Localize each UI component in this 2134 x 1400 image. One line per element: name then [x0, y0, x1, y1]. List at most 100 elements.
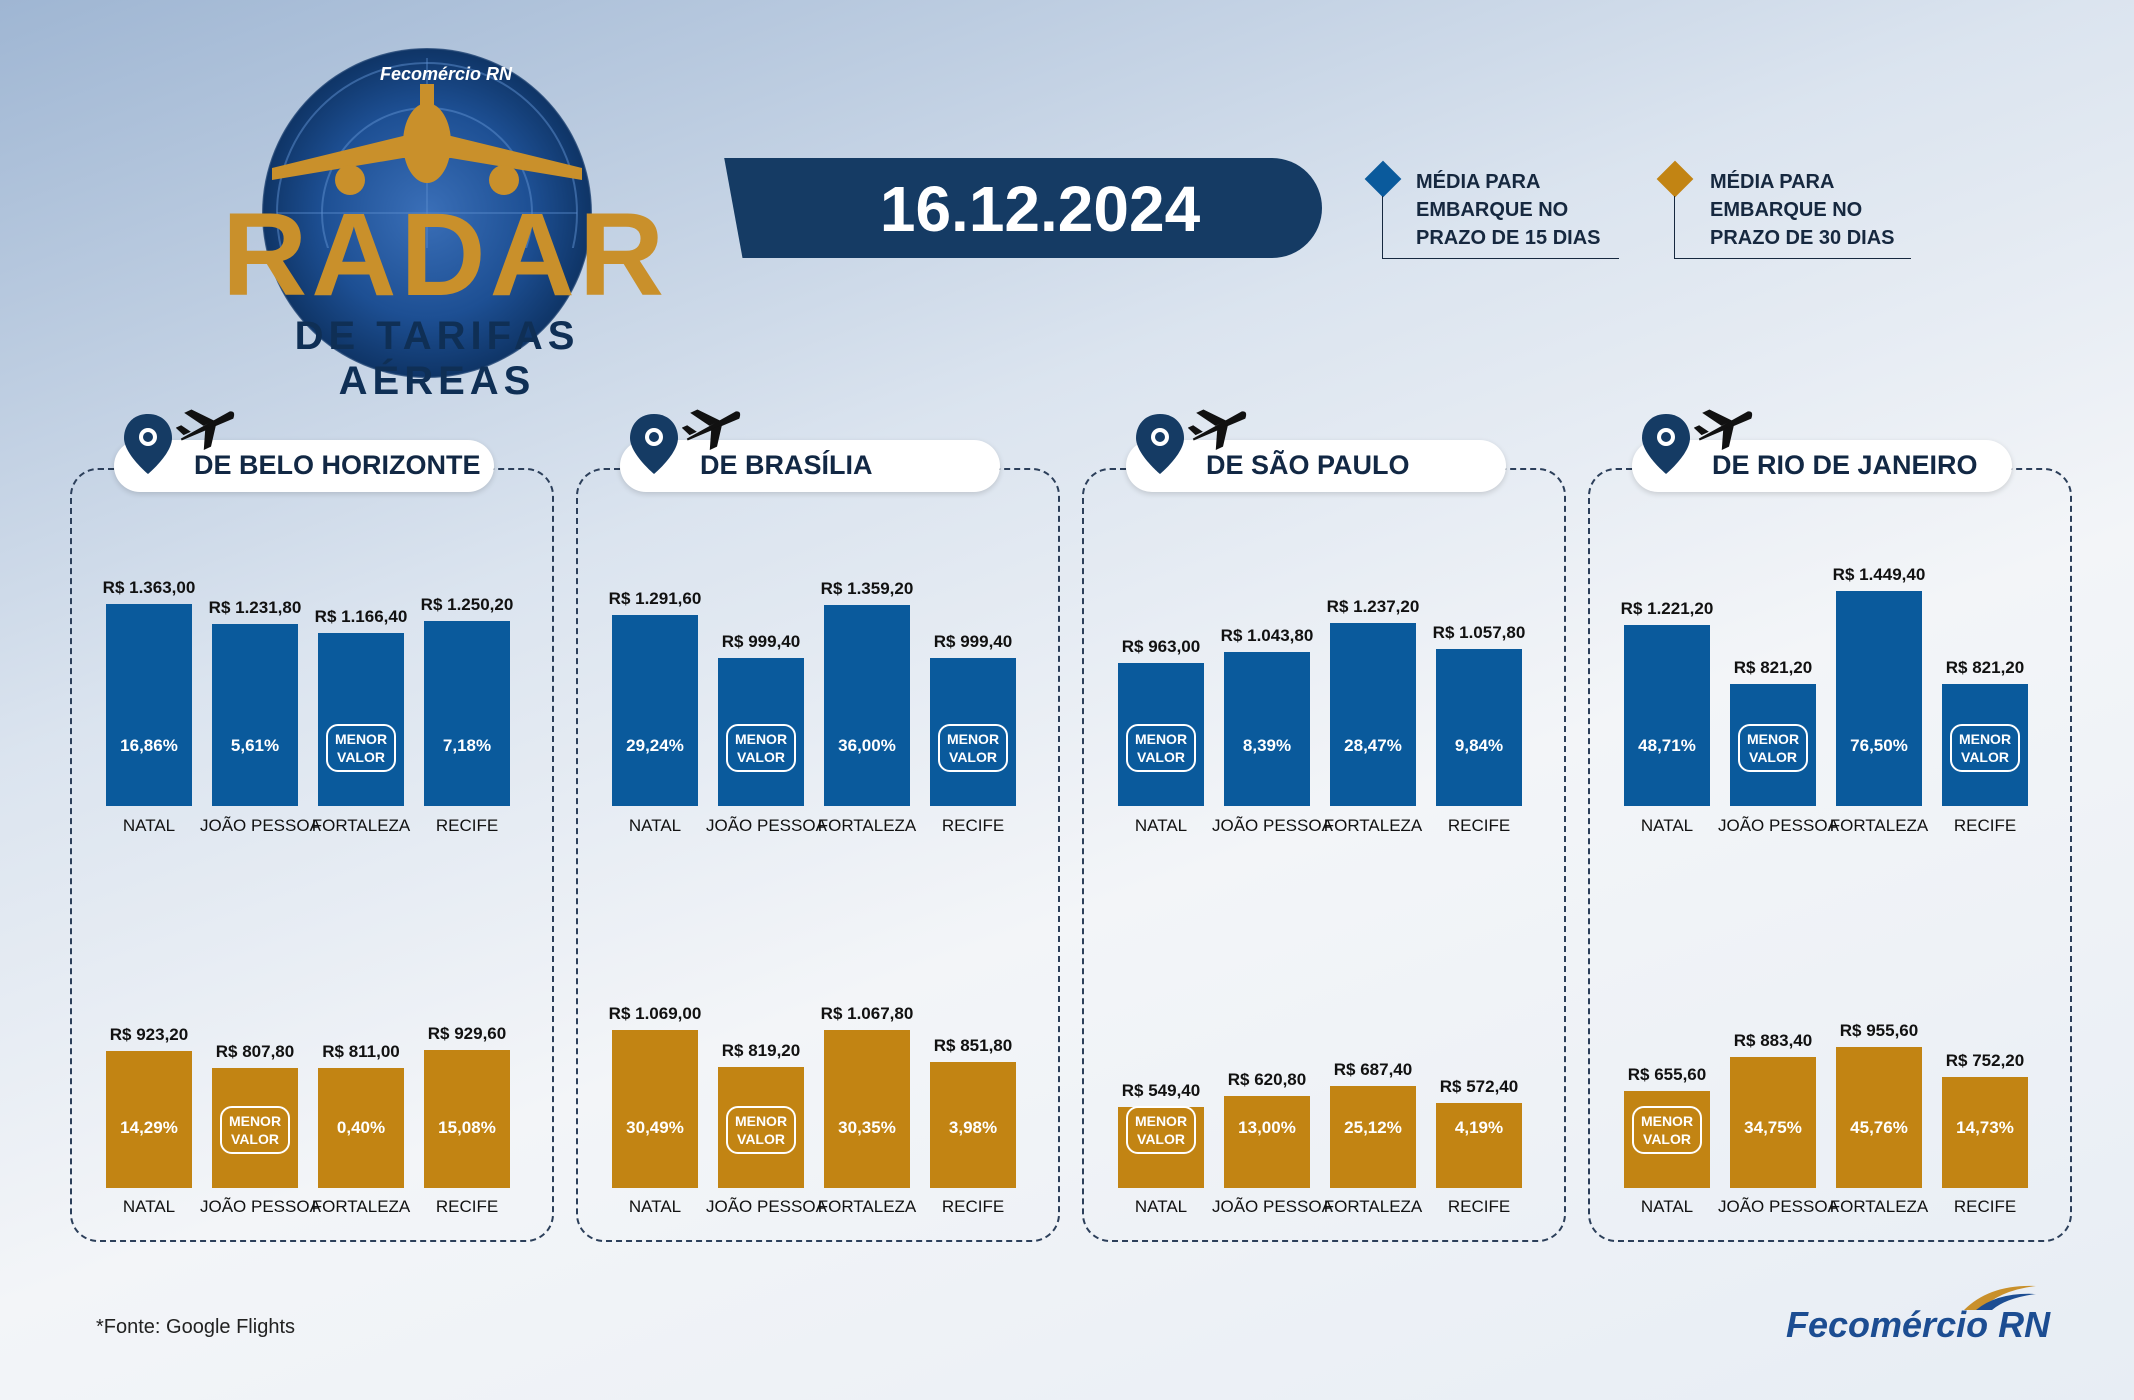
bar-percent-label: 15,08% — [438, 1118, 496, 1137]
bar-30-dias — [824, 1030, 910, 1188]
bar-30-dias — [1942, 1077, 2028, 1188]
bar-value-label: R$ 1.057,80 — [1432, 623, 1526, 642]
category-label: JOÃO PESSOA — [706, 816, 827, 835]
category-label: NATAL — [1134, 1197, 1188, 1216]
bar-percent-label: 30,35% — [838, 1118, 896, 1137]
bar-30-dias — [424, 1050, 510, 1188]
bar-percent-label: 3,98% — [948, 1118, 998, 1137]
category-label: RECIFE — [435, 1197, 499, 1216]
bar-percent-label: 14,29% — [120, 1118, 178, 1137]
lowest-price-badge: MENOR VALOR — [726, 724, 796, 772]
category-label: FORTALEZA — [817, 816, 917, 835]
map-pin-icon — [1642, 414, 1690, 474]
airplane-icon — [1694, 409, 1753, 451]
bar-value-label: R$ 821,20 — [1733, 658, 1813, 677]
bar-value-label: R$ 1.291,60 — [608, 589, 702, 608]
legend-diamond-blue — [1364, 160, 1402, 198]
bar-30-dias — [930, 1062, 1016, 1188]
bar-percent-label: 13,00% — [1238, 1118, 1296, 1137]
airplane-icon — [1188, 409, 1247, 451]
category-label: FORTALEZA — [1829, 816, 1929, 835]
category-label: FORTALEZA — [1323, 816, 1423, 835]
bar-value-label: R$ 687,40 — [1333, 1060, 1413, 1079]
bar-percent-label: 16,86% — [120, 736, 178, 755]
category-label: FORTALEZA — [311, 816, 411, 835]
bar-percent-label: 9,84% — [1454, 736, 1504, 755]
date-text: 16.12.2024 — [879, 173, 1201, 245]
bar-15-dias — [106, 604, 192, 806]
radar-subtitle: DE TARIFAS AÉREAS — [294, 314, 580, 403]
bar-percent-label: 8,39% — [1242, 736, 1292, 755]
route-title: DE BELO HORIZONTE — [194, 450, 481, 480]
bar-value-label: R$ 1.043,80 — [1220, 626, 1314, 645]
bar-value-label: R$ 923,20 — [109, 1025, 189, 1044]
bar-15-dias — [212, 624, 298, 806]
route-title-pill — [620, 440, 1000, 492]
legend-line-gold — [1674, 196, 1911, 259]
bar-percent-label: 36,00% — [838, 736, 896, 755]
lowest-price-badge: MENOR VALOR — [1126, 724, 1196, 772]
category-label: JOÃO PESSOA — [1718, 816, 1839, 835]
bar-value-label: R$ 549,40 — [1121, 1081, 1201, 1100]
bar-percent-label: 29,24% — [626, 736, 684, 755]
bar-value-label: R$ 1.250,20 — [420, 595, 514, 614]
category-label: FORTALEZA — [311, 1197, 411, 1216]
bar-15-dias — [1436, 649, 1522, 806]
bar-value-label: R$ 999,40 — [721, 632, 801, 651]
bar-value-label: R$ 1.069,00 — [608, 1004, 702, 1023]
category-label: RECIFE — [941, 816, 1005, 835]
category-label: RECIFE — [1447, 1197, 1511, 1216]
bar-value-label: R$ 819,20 — [721, 1041, 801, 1060]
bar-percent-label: 4,19% — [1454, 1118, 1504, 1137]
bar-value-label: R$ 929,60 — [427, 1024, 507, 1043]
category-label: RECIFE — [1447, 816, 1511, 835]
map-pin-icon — [1136, 414, 1184, 474]
bar-15-dias — [1624, 625, 1710, 806]
bar-30-dias — [1436, 1103, 1522, 1188]
lowest-price-badge: MENOR VALOR — [220, 1106, 290, 1154]
bar-value-label: R$ 1.166,40 — [314, 607, 408, 626]
legend-text-30-dias: MÉDIA PARA EMBARQUE NO PRAZO DE 30 DIAS — [1710, 171, 1895, 249]
category-label: FORTALEZA — [817, 1197, 917, 1216]
legend-line-blue — [1382, 196, 1619, 259]
footer-brand: Fecomércio RN — [1786, 1304, 2051, 1345]
category-label: JOÃO PESSOA — [706, 1197, 827, 1216]
bar-percent-label: 25,12% — [1344, 1118, 1402, 1137]
bar-15-dias — [1730, 684, 1816, 806]
bar-percent-label: 48,71% — [1638, 736, 1696, 755]
bar-percent-label: 0,40% — [336, 1118, 386, 1137]
bar-15-dias — [318, 633, 404, 806]
bar-15-dias — [824, 605, 910, 806]
route-title: DE RIO DE JANEIRO — [1712, 450, 1978, 480]
bar-30-dias — [1836, 1047, 1922, 1188]
bar-30-dias — [106, 1051, 192, 1188]
bar-value-label: R$ 1.449,40 — [1832, 565, 1926, 584]
fecomercio-logo-icon — [1964, 1285, 2036, 1310]
category-label: JOÃO PESSOA — [200, 816, 321, 835]
header-brand-small: Fecomércio RN — [380, 64, 513, 84]
bar-percent-label: 45,76% — [1850, 1118, 1908, 1137]
bar-value-label: R$ 1.067,80 — [820, 1004, 914, 1023]
category-label: NATAL — [122, 816, 176, 835]
bar-value-label: R$ 999,40 — [933, 632, 1013, 651]
bar-value-label: R$ 655,60 — [1627, 1065, 1707, 1084]
category-label: NATAL — [1134, 816, 1188, 835]
category-label: JOÃO PESSOA — [1212, 816, 1333, 835]
bar-value-label: R$ 1.221,20 — [1620, 599, 1714, 618]
category-label: NATAL — [1640, 816, 1694, 835]
bar-15-dias — [612, 615, 698, 806]
bar-value-label: R$ 963,00 — [1121, 637, 1201, 656]
bar-30-dias — [318, 1068, 404, 1188]
date-banner — [724, 158, 1322, 258]
legend-diamond-gold — [1656, 160, 1694, 198]
route-title-pill — [1632, 440, 2012, 492]
bar-30-dias — [1730, 1057, 1816, 1188]
bar-value-label: R$ 955,60 — [1839, 1021, 1919, 1040]
source-footnote: *Fonte: Google Flights — [96, 1316, 295, 1338]
category-label: NATAL — [1640, 1197, 1694, 1216]
bar-value-label: R$ 1.363,00 — [102, 578, 196, 597]
route-title: DE BRASÍLIA — [700, 450, 873, 480]
category-label: RECIFE — [435, 816, 499, 835]
category-label: NATAL — [122, 1197, 176, 1216]
bar-value-label: R$ 807,80 — [215, 1042, 295, 1061]
